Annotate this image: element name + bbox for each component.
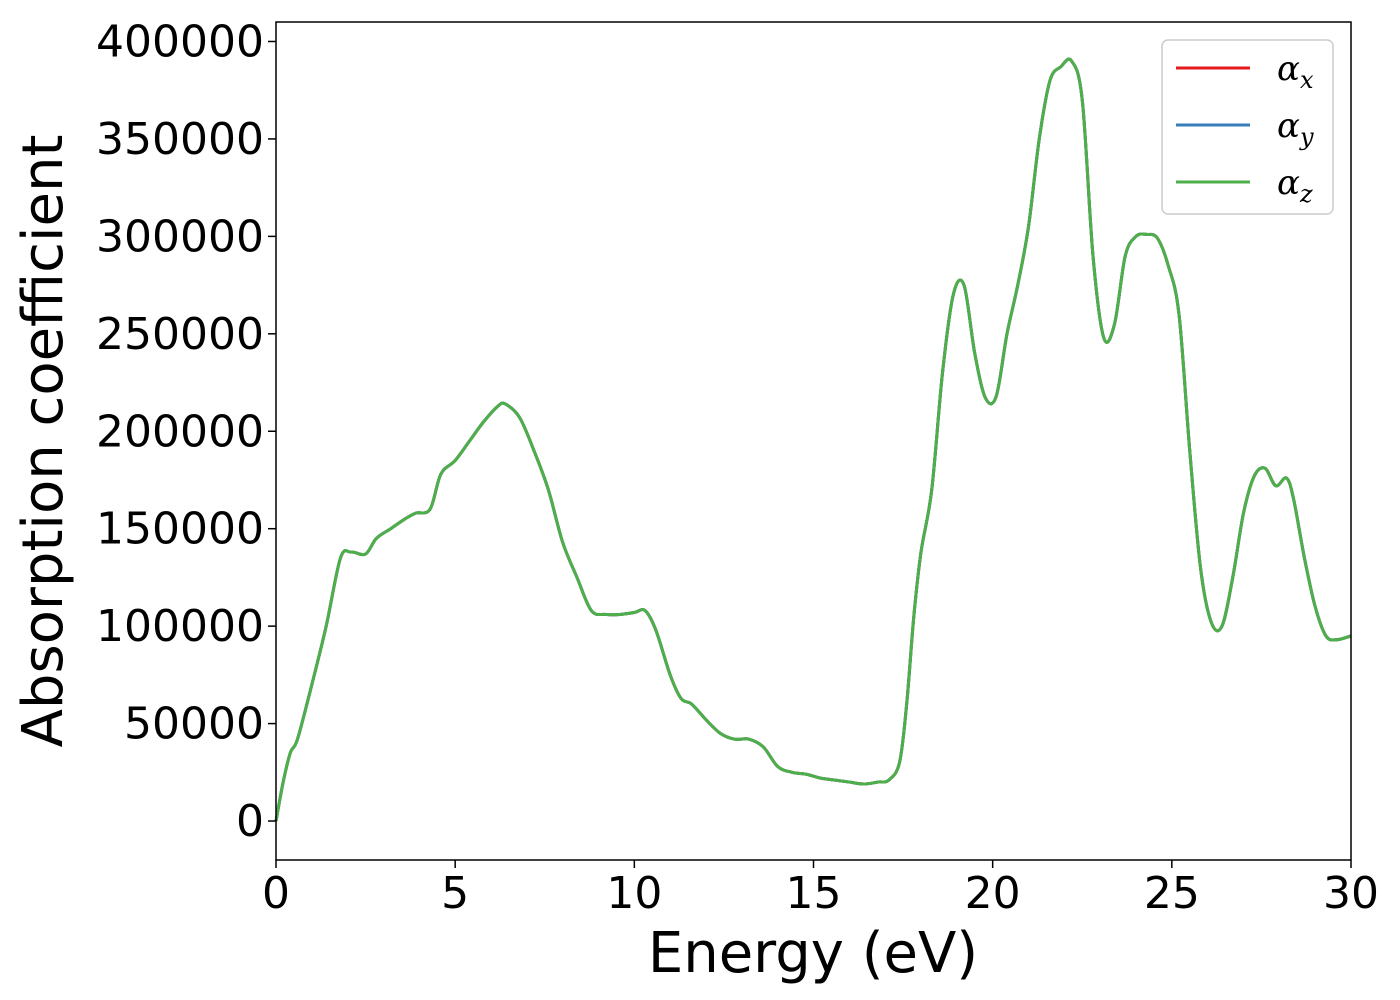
- y-tick-label: 150000: [96, 504, 264, 555]
- y-tick-label: 400000: [96, 16, 264, 67]
- legend-label: αy: [1277, 106, 1314, 151]
- y-axis-ticks: 0 50000 100000 150000 200000 250000 300000 3500…: [96, 16, 276, 847]
- legend-label: αx: [1277, 49, 1314, 94]
- legend-subscript: z: [1299, 180, 1313, 208]
- x-tick-label: 5: [441, 868, 469, 919]
- x-tick-label: 10: [606, 868, 662, 919]
- y-tick-label: 100000: [96, 601, 264, 652]
- plot-area: [274, 57, 1352, 822]
- y-tick-label: 300000: [96, 211, 264, 262]
- series-line-z: [274, 57, 1352, 822]
- legend-symbol: α: [1277, 106, 1300, 146]
- y-tick-label: 0: [236, 796, 264, 847]
- x-tick-label: 0: [262, 868, 290, 919]
- x-tick-label: 15: [786, 868, 842, 919]
- y-tick-label: 250000: [96, 309, 264, 360]
- y-axis-label: Absorption coefficient: [11, 135, 76, 748]
- x-axis-ticks: 0 5 10 15 20 25 30: [262, 860, 1379, 919]
- legend-label: αz: [1277, 163, 1313, 208]
- y-tick-label: 350000: [96, 114, 264, 165]
- y-tick-label: 50000: [124, 699, 264, 750]
- legend-subscript: y: [1299, 123, 1314, 151]
- legend-subscript: x: [1300, 66, 1314, 94]
- y-tick-label: 200000: [96, 406, 264, 457]
- x-tick-label: 20: [965, 868, 1021, 919]
- legend-symbol: α: [1277, 49, 1300, 89]
- x-tick-label: 30: [1323, 868, 1379, 919]
- legend-box: [1161, 39, 1334, 215]
- x-tick-label: 25: [1144, 868, 1200, 919]
- legend-symbol: α: [1277, 163, 1300, 203]
- x-axis-label: Energy (eV): [648, 921, 978, 986]
